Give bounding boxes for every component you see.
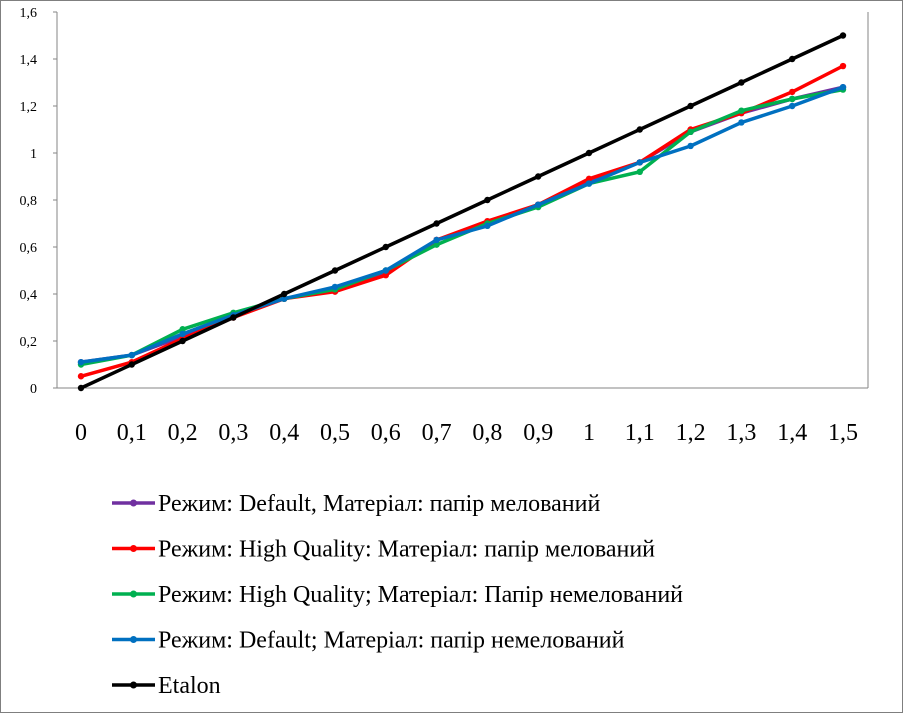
y-tick-label: 1,6 <box>20 6 38 21</box>
y-axis-tick-labels: 0 0,2 0,4 0,6 0,8 1 1,2 1,4 1,6 <box>20 6 57 397</box>
data-point <box>179 330 186 338</box>
data-point <box>687 128 694 136</box>
data-point <box>281 290 288 298</box>
legend-label: Режим: High Quality: Матеріал: папір мел… <box>158 537 655 563</box>
legend-item: Режим: High Quality; Матеріал: Папір нем… <box>112 582 683 608</box>
data-point <box>789 88 796 96</box>
x-tick-label: 1,5 <box>828 420 858 446</box>
data-point <box>839 62 847 70</box>
data-point <box>331 283 339 291</box>
y-tick-label: 1,2 <box>20 100 38 115</box>
legend-marker <box>130 590 137 598</box>
legend-marker <box>130 499 137 507</box>
data-point <box>789 55 796 63</box>
x-axis-tick-labels: 0 0,1 0,2 0,3 0,4 0,5 0,6 0,7 0,8 0,9 1 1,1 1,2 1,3 1,… <box>75 420 858 446</box>
legend-item: Режим: High Quality: Матеріал: папір мел… <box>112 537 655 563</box>
data-point <box>433 236 440 244</box>
series-4 <box>77 84 847 366</box>
data-point <box>738 79 745 86</box>
legend-marker <box>130 545 137 552</box>
legend-marker <box>130 636 137 643</box>
data-point <box>484 222 491 230</box>
series-line <box>79 85 845 364</box>
series-line <box>79 33 845 390</box>
data-point <box>77 373 85 380</box>
data-point <box>636 159 643 166</box>
data-point <box>433 220 440 227</box>
data-point <box>433 241 440 248</box>
x-tick-label: 0,2 <box>168 420 198 446</box>
x-tick-label: 0,5 <box>320 420 350 446</box>
data-point <box>585 180 593 187</box>
y-tick-label: 0 <box>30 382 37 397</box>
x-tick-label: 0,7 <box>422 420 452 446</box>
data-point <box>738 119 745 126</box>
legend-marker <box>130 681 137 689</box>
y-tick-label: 0,4 <box>20 288 38 303</box>
data-point <box>687 142 694 150</box>
x-tick-label: 1 <box>583 420 595 446</box>
data-point <box>281 295 288 302</box>
y-tick-label: 0,8 <box>20 194 38 209</box>
x-tick-label: 0,9 <box>523 420 553 446</box>
data-point <box>738 107 745 114</box>
x-tick-label: 1,2 <box>676 420 706 446</box>
data-point <box>585 175 593 183</box>
data-point <box>636 168 643 175</box>
data-point <box>585 149 593 157</box>
legend-item: Режим: Default; Матеріал: папір немелова… <box>112 628 625 654</box>
legend-label: Режим: Default; Матеріал: папір немелова… <box>158 628 625 654</box>
data-point <box>789 95 796 103</box>
legend-item: Etalon <box>112 673 221 699</box>
x-tick-label: 1,4 <box>777 420 807 446</box>
legend-label: Режим: Default, Матеріал: папір меловани… <box>158 491 600 517</box>
data-point <box>382 243 389 251</box>
y-tick-label: 0,6 <box>20 241 38 256</box>
y-tick-label: 0,2 <box>20 335 38 350</box>
x-tick-label: 0,4 <box>269 420 299 446</box>
data-point <box>77 384 85 392</box>
x-tick-label: 0 <box>75 420 87 446</box>
data-point <box>382 267 389 274</box>
x-tick-label: 0,8 <box>472 420 502 446</box>
data-point <box>382 272 389 279</box>
x-tick-label: 0,3 <box>218 420 248 446</box>
x-tick-label: 0,6 <box>371 420 401 446</box>
data-point <box>77 358 85 366</box>
data-point <box>839 84 847 91</box>
y-tick-label: 1 <box>30 147 37 162</box>
data-point <box>687 102 694 110</box>
data-point <box>535 201 542 208</box>
legend: Режим: Default, Матеріал: папір меловани… <box>112 491 683 699</box>
legend-item: Режим: Default, Матеріал: папір меловани… <box>112 491 600 517</box>
series-line <box>79 87 845 367</box>
y-tick-label: 1,4 <box>20 53 38 68</box>
data-point <box>128 351 135 359</box>
data-point <box>636 126 643 133</box>
data-point <box>535 173 542 180</box>
legend-label: Режим: High Quality; Матеріал: Папір нем… <box>158 582 683 608</box>
data-point <box>789 102 796 110</box>
series-group <box>77 32 847 392</box>
data-point <box>179 326 186 333</box>
data-point <box>839 32 847 39</box>
data-point <box>179 337 186 345</box>
data-point <box>128 361 135 368</box>
x-tick-label: 1,3 <box>726 420 756 446</box>
data-point <box>331 267 339 274</box>
x-tick-label: 0,1 <box>117 420 147 446</box>
data-point <box>484 196 491 204</box>
series-5 <box>77 32 847 392</box>
legend-label: Etalon <box>158 673 221 699</box>
x-tick-label: 1,1 <box>625 420 655 446</box>
data-point <box>230 314 237 321</box>
